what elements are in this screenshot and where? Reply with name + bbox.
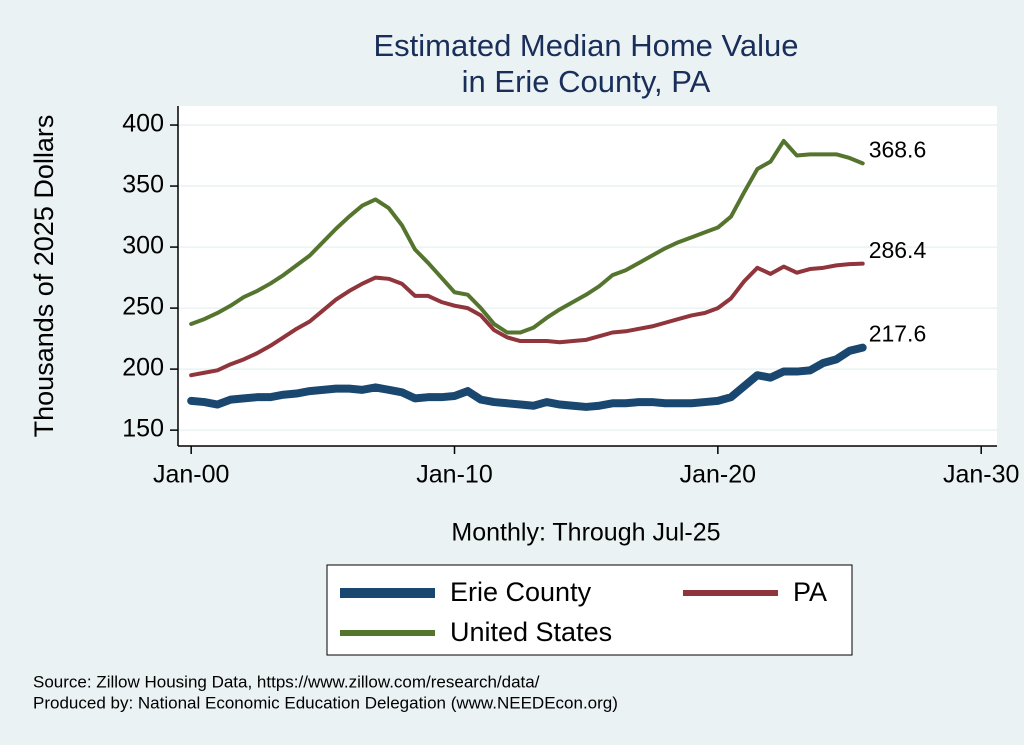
y-tick-label: 300	[122, 232, 164, 260]
data-line	[189, 138, 865, 335]
source-note: Produced by: National Economic Education…	[33, 693, 618, 712]
chart-title: in Erie County, PA	[462, 64, 711, 99]
y-tick-label: 150	[122, 415, 164, 443]
data-line	[187, 343, 867, 411]
chart-title: Estimated Median Home Value	[373, 28, 798, 63]
end-label: 368.6	[869, 136, 927, 162]
end-label: 286.4	[869, 237, 927, 263]
legend-label: Erie County	[450, 577, 592, 607]
x-tick-label: Jan-30	[943, 461, 1019, 489]
legend-label: PA	[793, 577, 827, 607]
end-label: 217.6	[869, 321, 927, 347]
x-tick-label: Jan-00	[153, 461, 229, 489]
y-tick-label: 400	[122, 110, 164, 138]
x-axis-label: Monthly: Through Jul-25	[451, 519, 720, 547]
data-line	[189, 261, 865, 378]
legend-label: United States	[450, 617, 612, 647]
y-tick-label: 200	[122, 354, 164, 382]
source-note: Source: Zillow Housing Data, https://www…	[33, 672, 540, 691]
legend	[326, 564, 853, 656]
y-axis-label: Thousands of 2025 Dollars	[29, 115, 59, 438]
x-tick-label: Jan-10	[416, 461, 492, 489]
y-tick-label: 350	[122, 171, 164, 199]
x-tick-label: Jan-20	[680, 461, 756, 489]
y-tick-label: 250	[122, 293, 164, 321]
